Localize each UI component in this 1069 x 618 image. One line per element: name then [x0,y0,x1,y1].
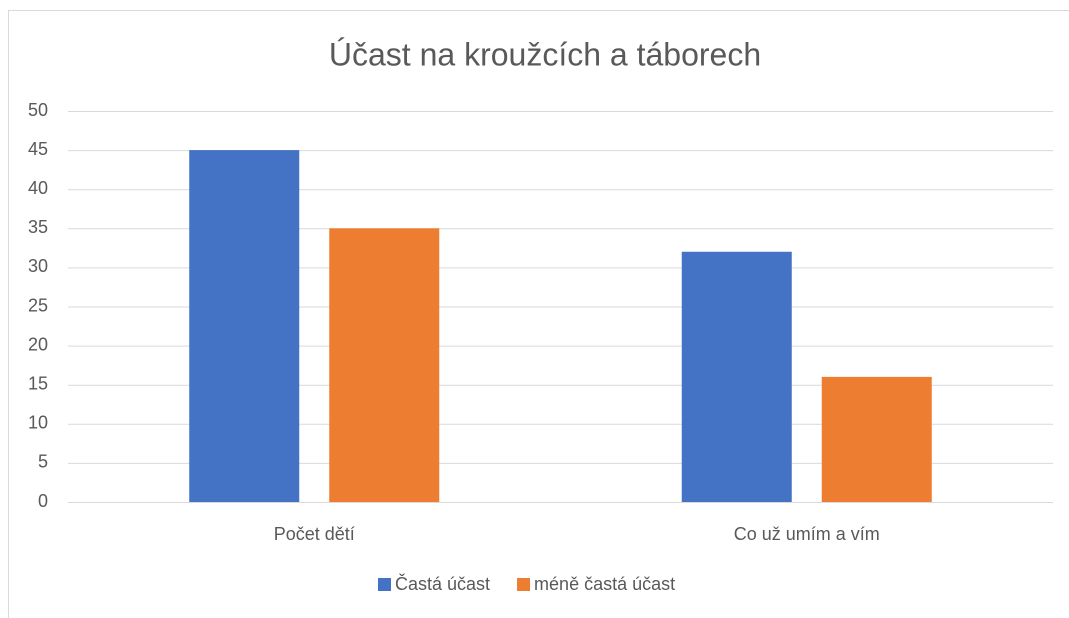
bar [681,251,792,502]
y-tick-label: 30 [28,256,48,276]
legend-label: Častá účast [395,573,490,594]
legend-swatch [517,578,531,591]
y-tick-label: 35 [28,217,48,237]
y-tick-label: 15 [28,373,48,393]
bar [329,228,440,503]
chart-border [8,10,1069,618]
y-tick-label: 50 [28,100,48,120]
y-tick-label: 45 [28,139,48,159]
bar [189,150,300,502]
y-tick-label: 20 [28,334,48,354]
x-tick-label: Co už umím a vím [734,524,880,544]
y-tick-label: 0 [38,491,48,511]
chart-title: Účast na kroužcích a táborech [329,36,761,72]
legend-label: méně častá účast [534,574,675,594]
x-tick-label: Počet dětí [274,524,355,544]
legend-swatch [378,578,391,591]
bar [821,376,932,502]
y-tick-label: 40 [28,178,48,198]
y-tick-label: 10 [28,413,48,433]
y-tick-label: 25 [28,295,48,315]
y-tick-label: 5 [38,452,48,472]
